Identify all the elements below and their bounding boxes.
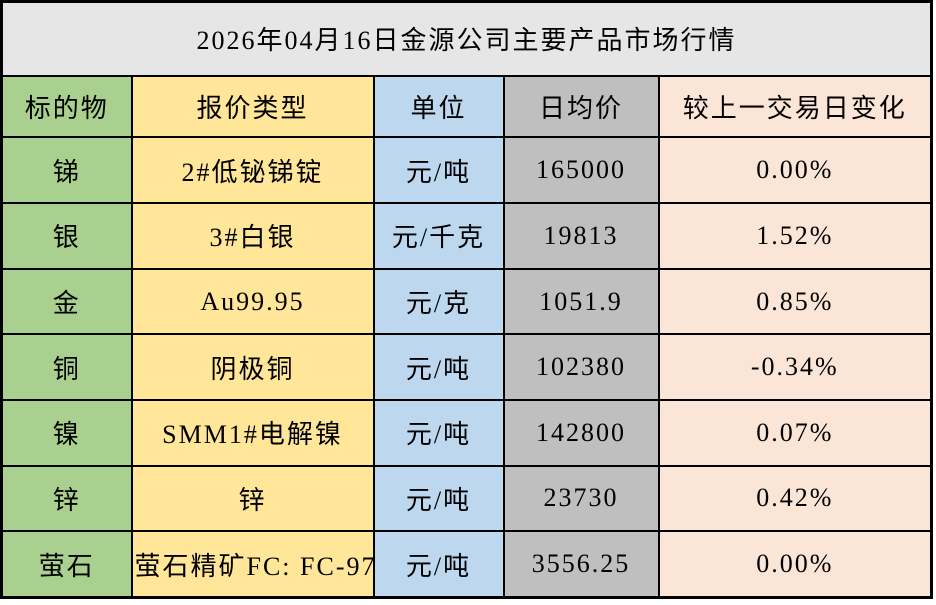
cell-change: 1.52%: [657, 202, 933, 270]
cell-unit: 元/千克: [372, 202, 505, 270]
cell-unit: 元/克: [372, 267, 505, 336]
cell-quote-type: 2#低铋锑锭: [130, 136, 375, 205]
cell-quote-type: 萤石精矿FC: FC-97: [130, 530, 375, 599]
cell-unit: 元/吨: [372, 333, 505, 401]
table-row: 锌 锌 元/吨 23730 0.42%: [0, 464, 933, 533]
table-row: 锑 2#低铋锑锭 元/吨 165000 0.00%: [0, 136, 933, 205]
header-target: 标的物: [0, 74, 133, 139]
cell-change: 0.85%: [657, 267, 933, 336]
cell-change: 0.42%: [657, 464, 933, 533]
cell-quote-type: SMM1#电解镍: [130, 398, 375, 467]
cell-change: -0.34%: [657, 333, 933, 401]
cell-target: 铜: [0, 333, 133, 401]
cell-unit: 元/吨: [372, 136, 505, 205]
table-row: 镍 SMM1#电解镍 元/吨 142800 0.07%: [0, 398, 933, 467]
header-change-vs-prev-day: 较上一交易日变化: [657, 74, 933, 139]
cell-quote-type: 3#白银: [130, 202, 375, 270]
table-row: 铜 阴极铜 元/吨 102380 -0.34%: [0, 333, 933, 401]
cell-daily-avg-price: 142800: [502, 398, 660, 467]
cell-unit: 元/吨: [372, 530, 505, 599]
cell-daily-avg-price: 3556.25: [502, 530, 660, 599]
header-quote-type: 报价类型: [130, 74, 375, 139]
cell-daily-avg-price: 102380: [502, 333, 660, 401]
cell-target: 金: [0, 267, 133, 336]
cell-unit: 元/吨: [372, 398, 505, 467]
table-title: 2026年04月16日金源公司主要产品市场行情: [0, 0, 933, 77]
cell-change: 0.00%: [657, 136, 933, 205]
cell-daily-avg-price: 23730: [502, 464, 660, 533]
header-daily-avg-price: 日均价: [502, 74, 660, 139]
cell-target: 银: [0, 202, 133, 270]
header-unit: 单位: [372, 74, 505, 139]
table-row: 金 Au99.95 元/克 1051.9 0.85%: [0, 267, 933, 336]
cell-target: 锑: [0, 136, 133, 205]
cell-change: 0.07%: [657, 398, 933, 467]
header-row: 标的物 报价类型 单位 日均价 较上一交易日变化: [0, 74, 933, 139]
cell-unit: 元/吨: [372, 464, 505, 533]
cell-daily-avg-price: 1051.9: [502, 267, 660, 336]
table-row: 萤石 萤石精矿FC: FC-97 元/吨 3556.25 0.00%: [0, 530, 933, 599]
cell-target: 镍: [0, 398, 133, 467]
cell-quote-type: 阴极铜: [130, 333, 375, 401]
cell-quote-type: Au99.95: [130, 267, 375, 336]
cell-daily-avg-price: 165000: [502, 136, 660, 205]
cell-change: 0.00%: [657, 530, 933, 599]
cell-target: 萤石: [0, 530, 133, 599]
cell-quote-type: 锌: [130, 464, 375, 533]
title-row: 2026年04月16日金源公司主要产品市场行情: [0, 0, 933, 77]
cell-target: 锌: [0, 464, 133, 533]
table-row: 银 3#白银 元/千克 19813 1.52%: [0, 202, 933, 270]
cell-daily-avg-price: 19813: [502, 202, 660, 270]
